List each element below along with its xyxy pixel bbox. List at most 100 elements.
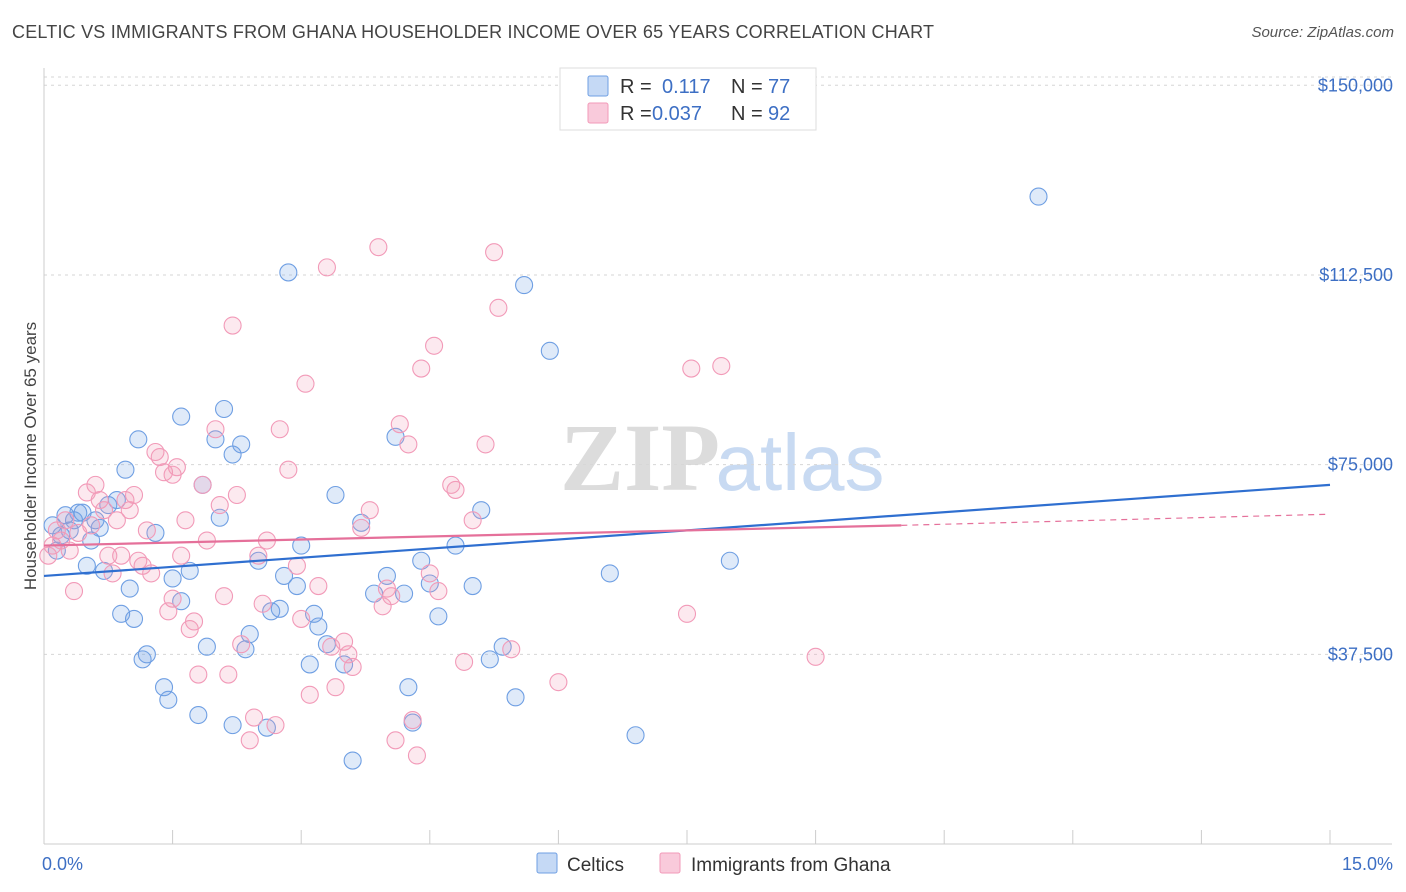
celtics-point [137, 645, 156, 664]
ghana-trend-extension [901, 513, 1331, 526]
ghana-point [682, 359, 701, 378]
celtics-point [163, 569, 182, 588]
stats-swatch-celtics [587, 75, 609, 97]
y-tick-label: $112,500 [1319, 265, 1393, 285]
stats-legend: R = 0.117 N = 77 R = 0.037 N = 92 [559, 67, 817, 131]
series-legend: Celtics Immigrants from Ghana [536, 852, 891, 876]
celtics-point [287, 576, 306, 596]
y-tick-label: $150,000 [1318, 75, 1393, 95]
chart-title: CELTIC VS IMMIGRANTS FROM GHANA HOUSEHOL… [12, 22, 935, 42]
legend-label-ghana: Immigrants from Ghana [691, 855, 891, 876]
celtics-point [480, 650, 499, 669]
celtics-point [232, 435, 251, 454]
ghana-point [369, 238, 388, 257]
ghana-point [172, 546, 191, 565]
y-tick-label: $37,500 [1328, 644, 1393, 664]
ghana-point [112, 546, 131, 565]
celtics-point [429, 607, 448, 626]
ghana-point [326, 678, 345, 697]
ghana-point [107, 511, 126, 530]
ghana-point [309, 576, 328, 596]
celtics-point [124, 609, 144, 628]
celtics-point [223, 716, 242, 735]
ghana-point [120, 501, 139, 520]
ghana-point [86, 475, 105, 494]
ghana-trend-line [43, 524, 902, 547]
ghana-point [476, 435, 495, 454]
stats-swatch-ghana [587, 102, 609, 124]
ghana-point [124, 485, 144, 505]
ghana-point [287, 556, 306, 575]
ghana-point [223, 316, 242, 335]
watermark-zip: ZIP [560, 404, 720, 511]
ghana-point [206, 420, 225, 439]
ghana-point [219, 665, 238, 684]
celtics-point [197, 637, 216, 656]
ghana-point [300, 685, 319, 704]
ghana-point [407, 746, 426, 765]
stats-n-label-celtics: N = [731, 76, 763, 98]
ghana-point [184, 612, 204, 631]
ghana-point [352, 518, 371, 537]
ghana-point [712, 356, 731, 376]
celtics-point [399, 678, 418, 697]
ghana-point [244, 708, 264, 727]
ghana-point [403, 711, 422, 730]
ghana-point [489, 298, 508, 317]
ghana-point [455, 652, 474, 671]
ghana-point [399, 435, 418, 454]
celtics-point [129, 430, 148, 449]
ghana-point [60, 541, 79, 560]
celtics-point [292, 536, 311, 555]
ghana-point [677, 604, 697, 623]
ghana-point [253, 594, 272, 613]
stats-n-value-celtics: 77 [768, 76, 790, 98]
ghana-point [150, 448, 169, 467]
stats-r-label-celtics: R = [620, 76, 652, 98]
ghana-point [425, 336, 444, 355]
celtics-point [515, 276, 534, 295]
celtics-point [77, 556, 96, 575]
celtics-point [210, 508, 229, 527]
stats-r-value-celtics: 0.117 [662, 76, 711, 98]
stats-r-value-ghana: 0.037 [652, 103, 702, 125]
ghana-point [485, 243, 504, 262]
ghana-point [90, 491, 109, 510]
celtics-point [279, 263, 298, 282]
ghana-point [94, 501, 114, 520]
celtics-point [73, 503, 92, 522]
celtics-point [116, 460, 135, 479]
celtics-point [600, 564, 619, 583]
y-tick-label: $75,000 [1328, 455, 1393, 475]
ghana-point [103, 564, 122, 583]
celtics-point [275, 566, 294, 585]
celtics-point [300, 655, 319, 674]
ghana-point [116, 491, 135, 510]
ghana-point [99, 546, 118, 565]
ghana-point [296, 374, 315, 393]
ghana-point [360, 501, 379, 520]
ghana-point [82, 516, 101, 535]
celtics-point [343, 751, 362, 770]
ghana-point [386, 731, 405, 750]
ghana-point [549, 673, 568, 692]
celtics-point [120, 579, 139, 598]
ghana-point [64, 582, 84, 601]
ghana-point [232, 635, 251, 654]
legend-swatch-celtics [536, 852, 558, 874]
ghana-point [56, 511, 75, 530]
celtics-point [214, 399, 234, 419]
stats-r-label-ghana: R = [620, 103, 652, 125]
ghana-point [137, 521, 156, 540]
ghana-point [39, 546, 58, 565]
ghana-point [266, 716, 285, 735]
ghana-point [806, 647, 825, 666]
ghana-point [446, 480, 465, 499]
stats-n-value-ghana: 92 [768, 103, 790, 125]
ghana-point [429, 582, 448, 601]
ghana-point [463, 511, 482, 530]
ghana-point [189, 665, 208, 684]
celtics-point [172, 407, 191, 426]
celtics-point [1029, 187, 1048, 206]
